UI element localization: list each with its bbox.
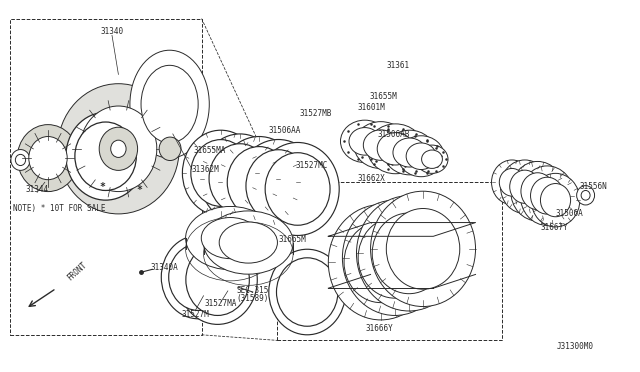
Text: 31667Y: 31667Y: [541, 223, 568, 232]
Ellipse shape: [367, 124, 424, 174]
Ellipse shape: [161, 235, 236, 319]
Ellipse shape: [344, 222, 417, 303]
Ellipse shape: [531, 173, 580, 227]
Ellipse shape: [66, 112, 145, 200]
Text: 31506AA: 31506AA: [269, 126, 301, 135]
Ellipse shape: [17, 125, 79, 192]
Ellipse shape: [141, 65, 198, 143]
Text: 31527MB: 31527MB: [300, 109, 332, 118]
Ellipse shape: [80, 106, 157, 192]
Ellipse shape: [159, 137, 181, 161]
Ellipse shape: [521, 173, 554, 210]
Ellipse shape: [209, 144, 271, 214]
Ellipse shape: [178, 235, 257, 324]
Ellipse shape: [356, 196, 461, 311]
Text: 31344: 31344: [26, 185, 49, 194]
Ellipse shape: [349, 128, 381, 155]
Ellipse shape: [201, 218, 260, 259]
Ellipse shape: [581, 190, 590, 200]
Text: 31362M: 31362M: [192, 165, 220, 174]
Text: 31655MA: 31655MA: [193, 146, 226, 155]
Ellipse shape: [422, 150, 442, 169]
Ellipse shape: [276, 258, 338, 326]
Ellipse shape: [191, 140, 251, 206]
Ellipse shape: [384, 130, 435, 175]
Ellipse shape: [182, 130, 259, 216]
Ellipse shape: [398, 136, 444, 177]
Ellipse shape: [328, 205, 433, 320]
Ellipse shape: [58, 84, 179, 214]
Text: 31506AB: 31506AB: [378, 130, 410, 139]
Text: 31527MC: 31527MC: [296, 161, 328, 170]
Ellipse shape: [99, 127, 138, 170]
Ellipse shape: [256, 142, 339, 235]
Ellipse shape: [393, 138, 426, 167]
Ellipse shape: [15, 154, 26, 166]
Text: 31556N: 31556N: [579, 182, 607, 190]
Ellipse shape: [577, 186, 595, 205]
Ellipse shape: [186, 244, 250, 315]
Ellipse shape: [500, 160, 549, 214]
Ellipse shape: [499, 169, 525, 196]
Ellipse shape: [29, 137, 67, 180]
Text: 31665M: 31665M: [278, 235, 306, 244]
Ellipse shape: [377, 132, 414, 165]
Text: 31340A: 31340A: [150, 263, 178, 272]
Ellipse shape: [531, 177, 564, 214]
Ellipse shape: [227, 147, 291, 218]
Ellipse shape: [269, 249, 346, 335]
Ellipse shape: [11, 150, 30, 170]
Ellipse shape: [540, 183, 571, 217]
Ellipse shape: [416, 145, 448, 173]
Text: 31361: 31361: [387, 61, 410, 70]
Ellipse shape: [509, 170, 540, 203]
Ellipse shape: [246, 150, 311, 222]
Ellipse shape: [358, 217, 431, 298]
Ellipse shape: [406, 143, 436, 170]
Ellipse shape: [169, 244, 228, 311]
Ellipse shape: [371, 191, 476, 307]
Ellipse shape: [511, 161, 564, 221]
Text: 31527MA: 31527MA: [205, 299, 237, 308]
Text: 31601M: 31601M: [357, 103, 385, 112]
Ellipse shape: [219, 222, 278, 263]
Ellipse shape: [372, 213, 445, 294]
Ellipse shape: [111, 140, 126, 157]
Ellipse shape: [342, 200, 447, 315]
Text: 31506A: 31506A: [556, 209, 583, 218]
Text: *: *: [136, 186, 143, 195]
Text: J31300M0: J31300M0: [557, 342, 594, 351]
Ellipse shape: [218, 137, 300, 228]
Ellipse shape: [492, 160, 532, 205]
Text: (31589): (31589): [237, 294, 269, 303]
Text: *: *: [99, 182, 106, 192]
Ellipse shape: [387, 208, 460, 289]
Ellipse shape: [204, 211, 293, 274]
Text: NOTE) * 10T FOR SALE: NOTE) * 10T FOR SALE: [13, 204, 106, 213]
Text: 31666Y: 31666Y: [365, 324, 393, 333]
Ellipse shape: [237, 140, 320, 232]
Ellipse shape: [520, 166, 574, 225]
Ellipse shape: [354, 122, 408, 169]
Text: 31340: 31340: [100, 27, 124, 36]
Text: 31527M: 31527M: [181, 310, 209, 319]
Ellipse shape: [75, 122, 136, 190]
Text: SEC.315: SEC.315: [237, 286, 269, 295]
Ellipse shape: [130, 50, 209, 158]
Ellipse shape: [265, 153, 330, 225]
Text: 31655M: 31655M: [370, 92, 397, 101]
Ellipse shape: [340, 120, 389, 163]
Ellipse shape: [200, 134, 280, 223]
Text: 31662X: 31662X: [357, 174, 385, 183]
Ellipse shape: [186, 206, 275, 270]
Text: FRONT: FRONT: [65, 260, 88, 283]
Ellipse shape: [364, 130, 398, 160]
